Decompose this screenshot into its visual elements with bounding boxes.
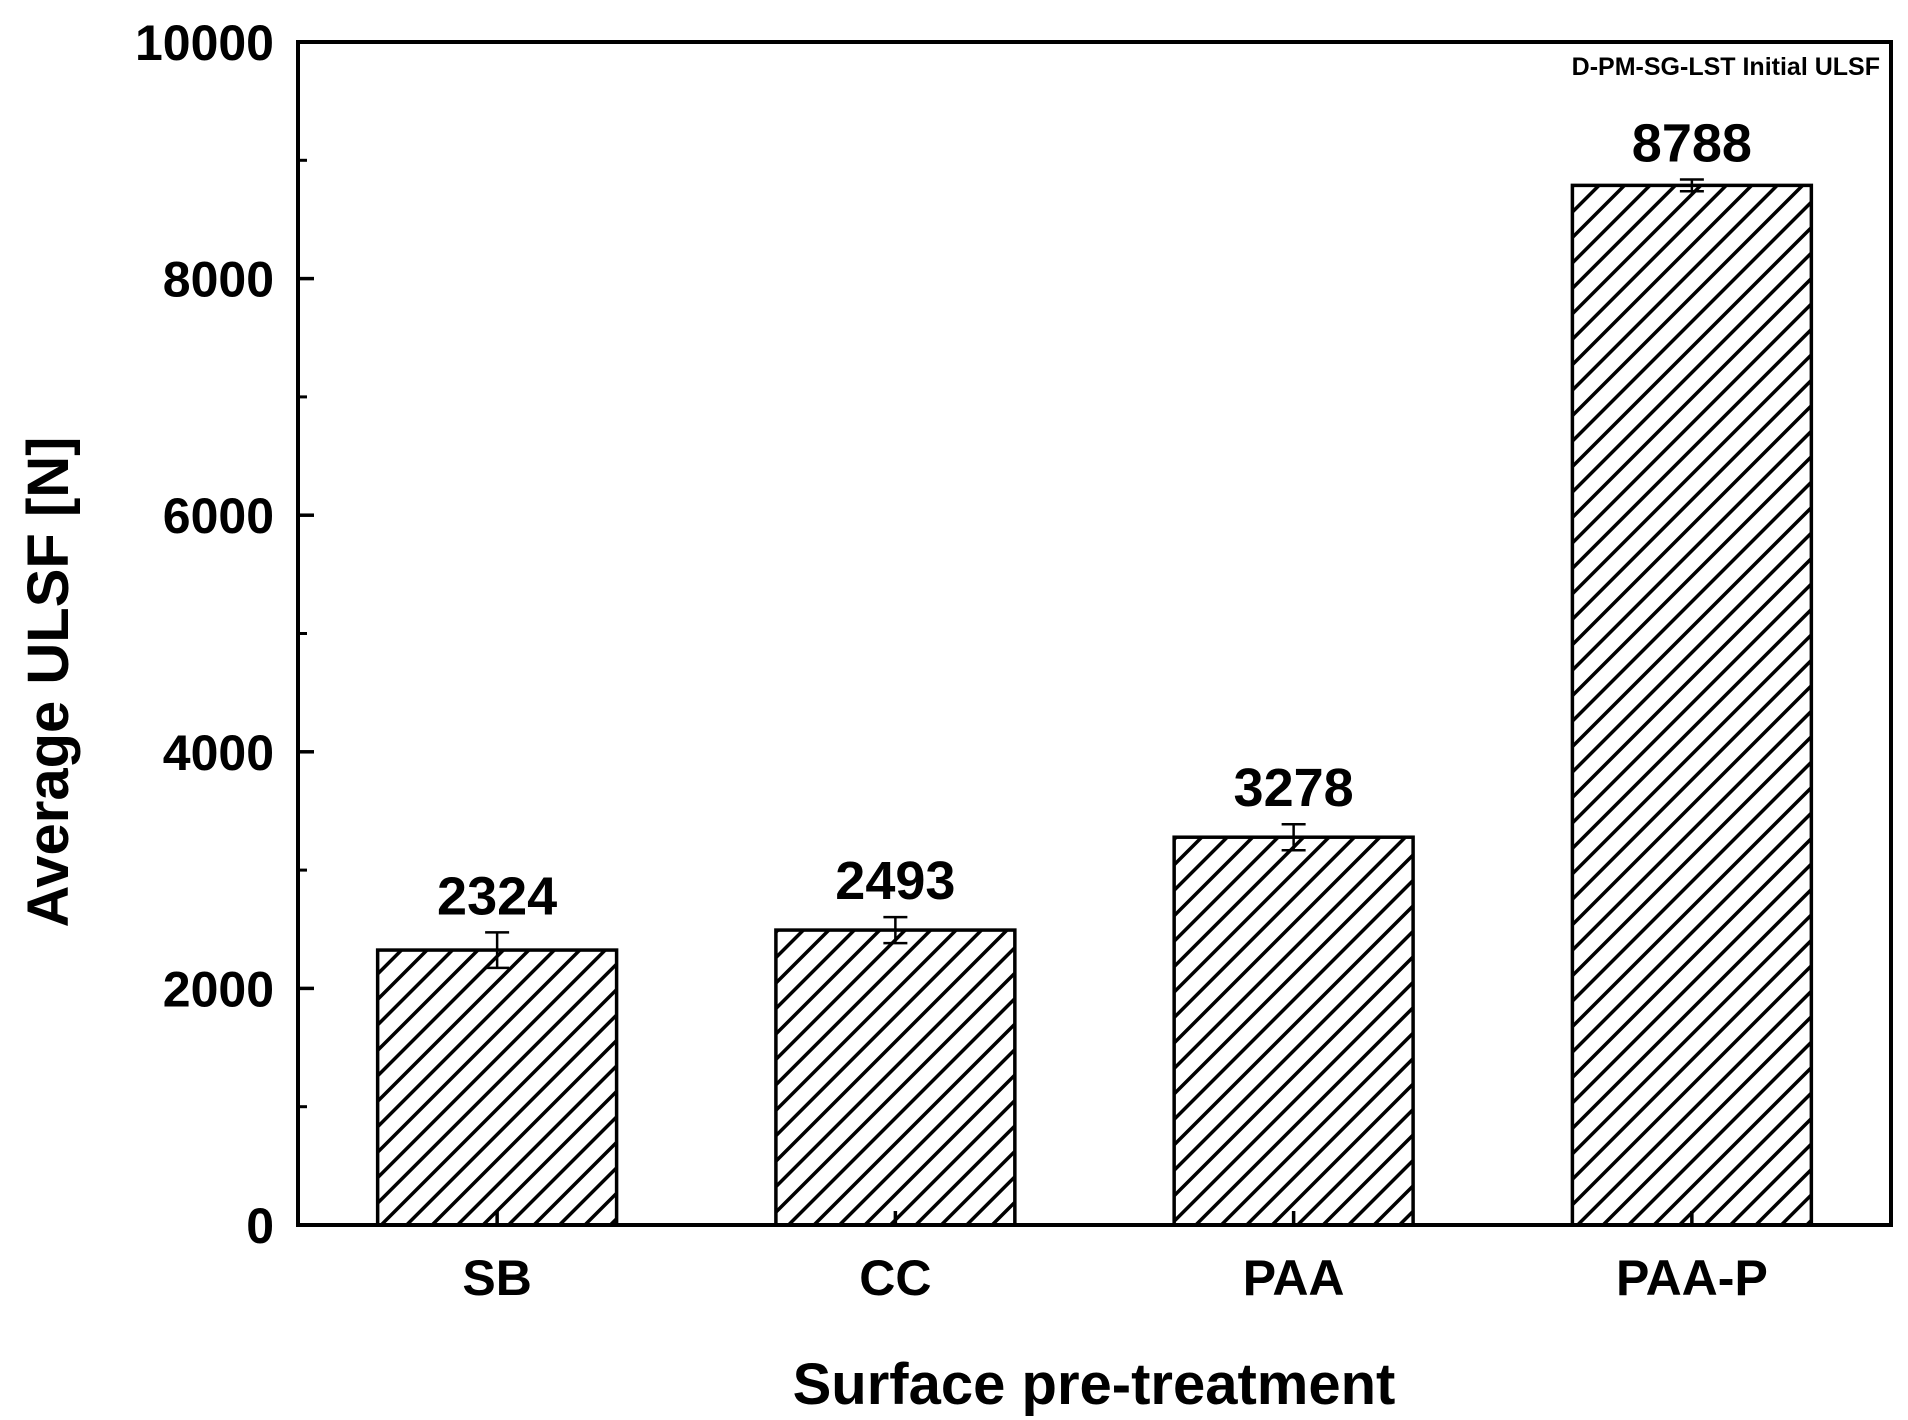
data-label-sb: 2324 [437, 866, 557, 926]
x-tick-label-paa: PAA [1243, 1250, 1345, 1306]
data-label-cc: 2493 [835, 851, 955, 911]
error-bar-cc [883, 915, 908, 945]
x-axis-label: Surface pre-treatment [793, 1352, 1396, 1417]
bar-paa-p [1570, 183, 1814, 1227]
y-axis-label: Average ULSF [N] [16, 437, 81, 928]
x-tick-label-sb: SB [462, 1250, 531, 1306]
error-bar-sb [485, 931, 510, 970]
y-tick-label: 0 [246, 1198, 274, 1254]
y-tick-label: 2000 [163, 961, 274, 1017]
y-tick-label: 4000 [163, 725, 274, 781]
data-label-paa-p: 8788 [1632, 113, 1752, 173]
error-bar-paa-p [1679, 178, 1704, 193]
bars-layer [375, 183, 1814, 1227]
error-bars-layer [485, 178, 1704, 970]
data-label-paa: 3278 [1234, 758, 1354, 818]
y-tick-label: 8000 [163, 252, 274, 308]
y-tick-label: 10000 [135, 15, 274, 71]
y-tick-label: 6000 [163, 488, 274, 544]
chart-annotation: D-PM-SG-LST Initial ULSF [1572, 53, 1880, 81]
bar-sb [375, 948, 619, 1227]
x-tick-label-cc: CC [859, 1250, 931, 1306]
bar-paa [1172, 835, 1415, 1227]
axes-layer: SB CC PAA PAA-P 0 2000 4000 6000 8000 10000 [135, 15, 1893, 1306]
x-tick-label-paa-p: PAA-P [1616, 1250, 1768, 1306]
error-bar-paa [1281, 822, 1306, 852]
data-labels-layer: 2324 2493 3278 8788 [437, 113, 1752, 926]
bar-cc [774, 928, 1017, 1227]
